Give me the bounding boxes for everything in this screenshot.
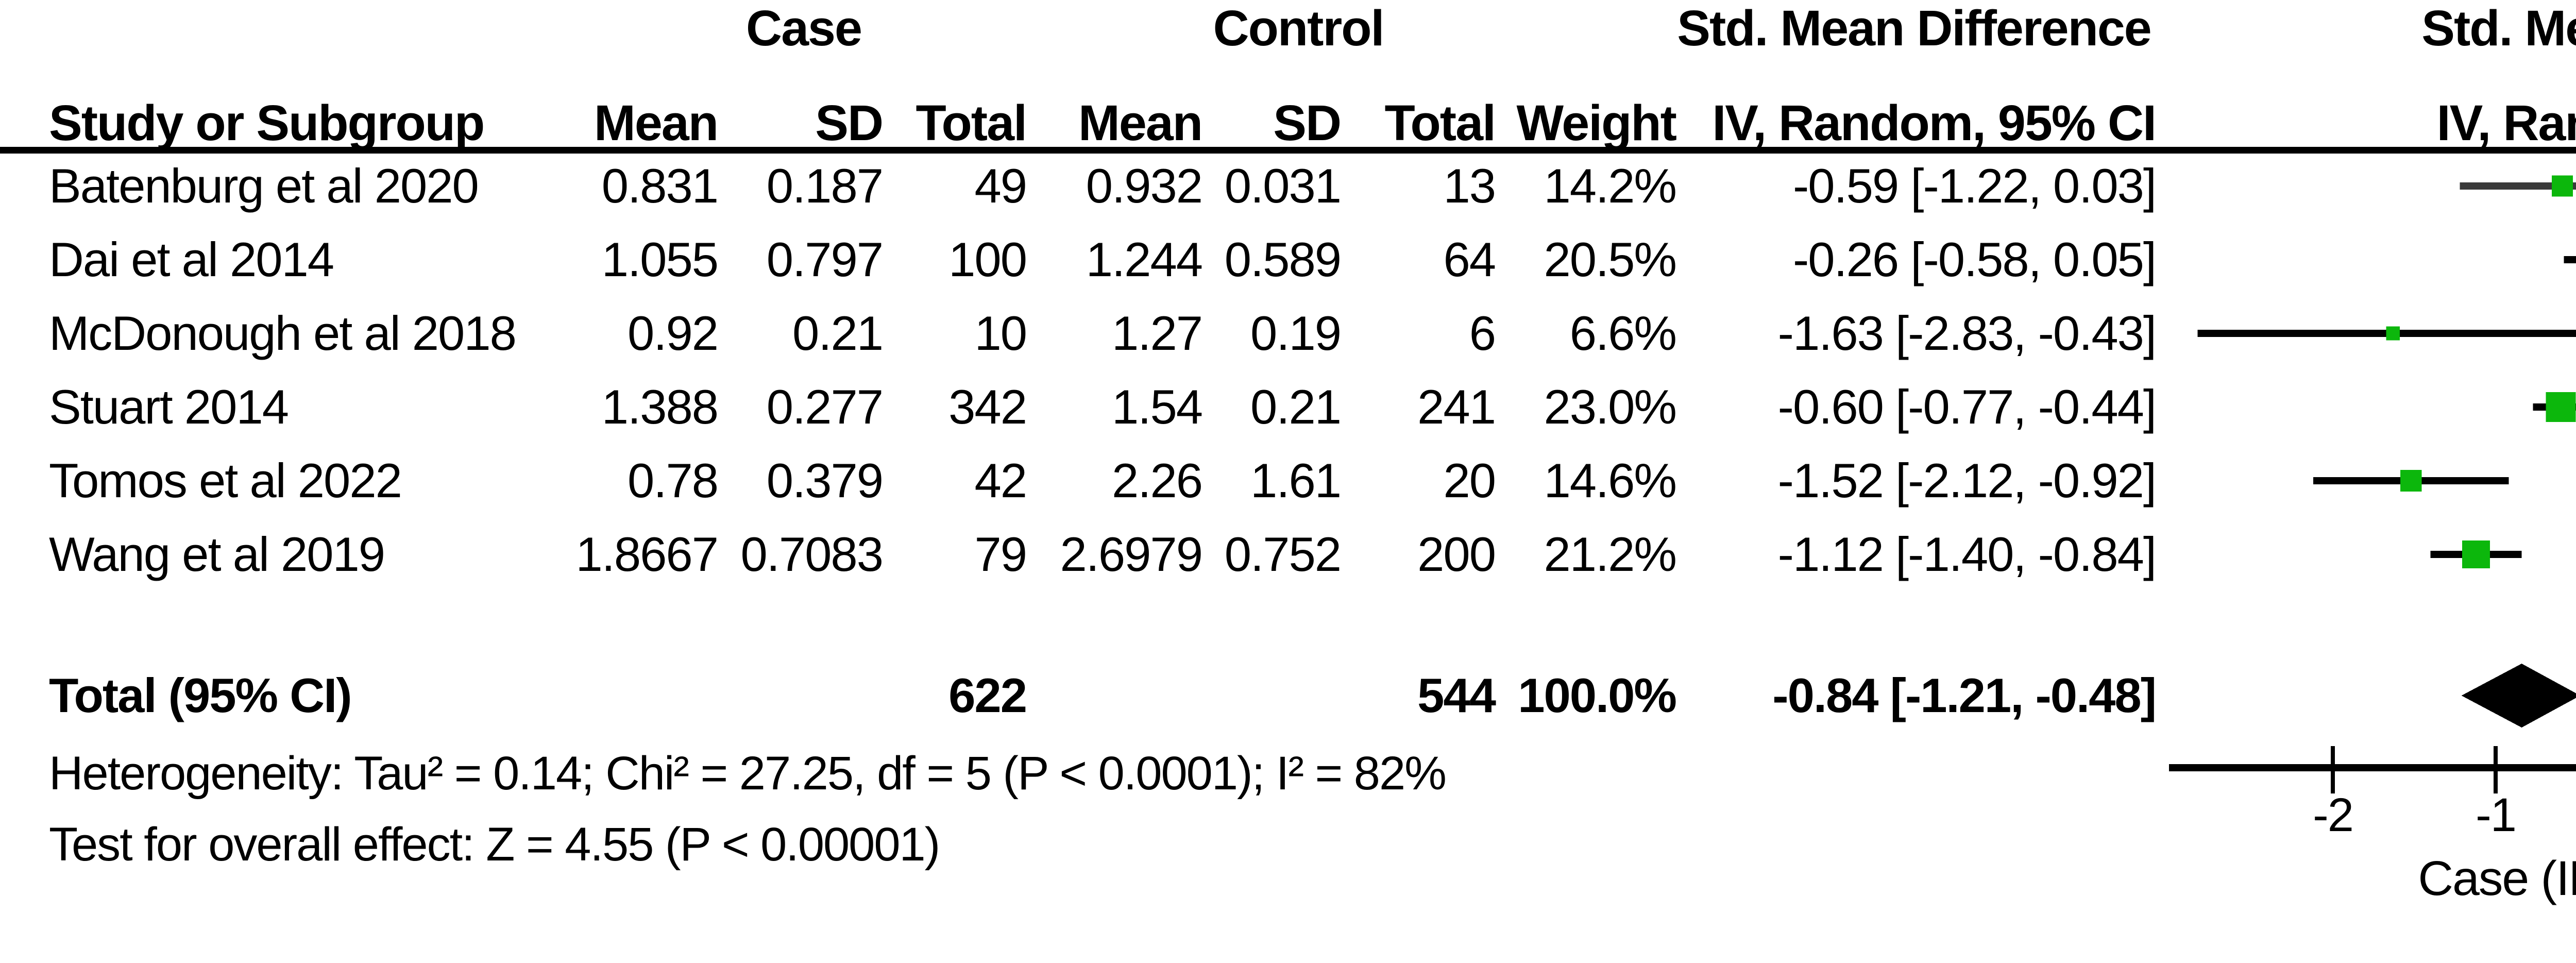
case-sd-header: SD — [815, 95, 884, 151]
smd-ci-text: -1.52 [-2.12, -0.92] — [1777, 453, 2157, 508]
control-total: 20 — [1443, 453, 1496, 508]
axis-tick-label: -2 — [2313, 789, 2354, 841]
case-total: 10 — [974, 306, 1027, 360]
smd-ci-text: -1.12 [-1.40, -0.84] — [1777, 527, 2157, 581]
control-total-header: Total — [1384, 95, 1496, 151]
case-mean: 1.8667 — [575, 527, 719, 581]
total-case-total: 622 — [948, 668, 1027, 722]
effect-square — [2462, 540, 2490, 569]
case-total: 49 — [974, 159, 1027, 213]
control-sd: 0.752 — [1224, 527, 1342, 581]
study-name: McDonough et al 2018 — [49, 306, 517, 360]
case-sd: 0.7083 — [740, 527, 884, 581]
study-name: Dai et al 2014 — [49, 232, 334, 286]
control-sd: 0.031 — [1224, 159, 1342, 213]
heterogeneity-note: Heterogeneity: Tau² = 0.14; Chi² = 27.25… — [49, 747, 1447, 800]
smd-ci-text: -0.60 [-0.77, -0.44] — [1777, 380, 2157, 434]
total-weight: 100.0% — [1518, 668, 1677, 722]
weight-value: 23.0% — [1544, 380, 1677, 434]
smd-text-column-title: Std. Mean Difference — [1677, 0, 2151, 56]
axis-left-direction-label: Case (IPF) — [2418, 851, 2576, 906]
case-sd: 0.187 — [766, 159, 884, 213]
case-total-header: Total — [916, 95, 1027, 151]
control-mean-header: Mean — [1078, 95, 1203, 151]
weight-value: 6.6% — [1569, 306, 1677, 360]
control-sd: 0.589 — [1224, 232, 1342, 286]
smd-plot-column-subtitle: IV, Random, 95% CI — [2436, 95, 2576, 151]
case-mean: 0.831 — [601, 159, 719, 213]
effect-square — [2552, 175, 2573, 197]
case-sd: 0.21 — [792, 306, 884, 360]
control-mean: 1.27 — [1112, 306, 1203, 360]
x-axis-line — [2169, 764, 2576, 771]
case-group-header: Case — [746, 0, 862, 56]
control-mean: 0.932 — [1086, 159, 1203, 213]
axis-tick-label: -1 — [2476, 789, 2517, 841]
study-column-header: Study or Subgroup — [49, 95, 485, 151]
weight-value: 14.2% — [1544, 159, 1677, 213]
study-name: Stuart 2014 — [49, 380, 289, 434]
total-smd-ci-text: -0.84 [-1.21, -0.48] — [1772, 668, 2157, 722]
header-divider-rule — [0, 147, 2576, 154]
ci-line — [2460, 182, 2576, 190]
weight-column-header: Weight — [1516, 95, 1677, 151]
weight-value: 14.6% — [1544, 453, 1677, 508]
control-total: 200 — [1417, 527, 1496, 581]
case-mean-header: Mean — [594, 95, 719, 151]
case-mean: 1.055 — [601, 232, 719, 286]
control-total: 6 — [1469, 306, 1496, 360]
case-sd: 0.797 — [766, 232, 884, 286]
case-total: 42 — [974, 453, 1027, 508]
overall-effect-note: Test for overall effect: Z = 4.55 (P < 0… — [49, 818, 940, 871]
control-total: 13 — [1443, 159, 1496, 213]
control-total: 64 — [1443, 232, 1496, 286]
case-total: 100 — [948, 232, 1027, 286]
case-total: 79 — [974, 527, 1027, 581]
case-sd: 0.277 — [766, 380, 884, 434]
smd-ci-text: -0.59 [-1.22, 0.03] — [1792, 159, 2157, 213]
control-sd: 0.21 — [1250, 380, 1342, 434]
study-name: Tomos et al 2022 — [49, 453, 402, 508]
axis-tick-mark — [2494, 746, 2498, 793]
smd-plot-column-title: Std. Mean Difference — [2421, 0, 2576, 56]
study-name: Wang et al 2019 — [49, 527, 385, 581]
effect-square — [2386, 326, 2400, 341]
control-mean: 1.244 — [1086, 232, 1203, 286]
control-group-header: Control — [1213, 0, 1385, 56]
control-mean: 1.54 — [1112, 380, 1203, 434]
control-sd: 0.19 — [1250, 306, 1342, 360]
effect-square — [2546, 392, 2576, 422]
summary-diamond — [2461, 664, 2576, 728]
weight-value: 20.5% — [1544, 232, 1677, 286]
control-sd: 1.61 — [1250, 453, 1342, 508]
total-label: Total (95% CI) — [49, 668, 352, 722]
control-sd-header: SD — [1273, 95, 1342, 151]
study-name: Batenburg et al 2020 — [49, 159, 479, 213]
effect-square — [2400, 470, 2422, 492]
total-control-total: 544 — [1417, 668, 1496, 722]
case-sd: 0.379 — [766, 453, 884, 508]
smd-text-column-subtitle: IV, Random, 95% CI — [1712, 95, 2157, 151]
control-mean: 2.6979 — [1060, 527, 1203, 581]
control-mean: 2.26 — [1112, 453, 1203, 508]
case-mean: 0.78 — [628, 453, 719, 508]
axis-tick-mark — [2331, 746, 2335, 793]
case-mean: 1.388 — [601, 380, 719, 434]
control-total: 241 — [1417, 380, 1496, 434]
weight-value: 21.2% — [1544, 527, 1677, 581]
smd-ci-text: -0.26 [-0.58, 0.05] — [1792, 232, 2157, 286]
smd-ci-text: -1.63 [-2.83, -0.43] — [1777, 306, 2157, 360]
ci-line — [2564, 256, 2576, 263]
case-total: 342 — [948, 380, 1027, 434]
case-mean: 0.92 — [628, 306, 719, 360]
